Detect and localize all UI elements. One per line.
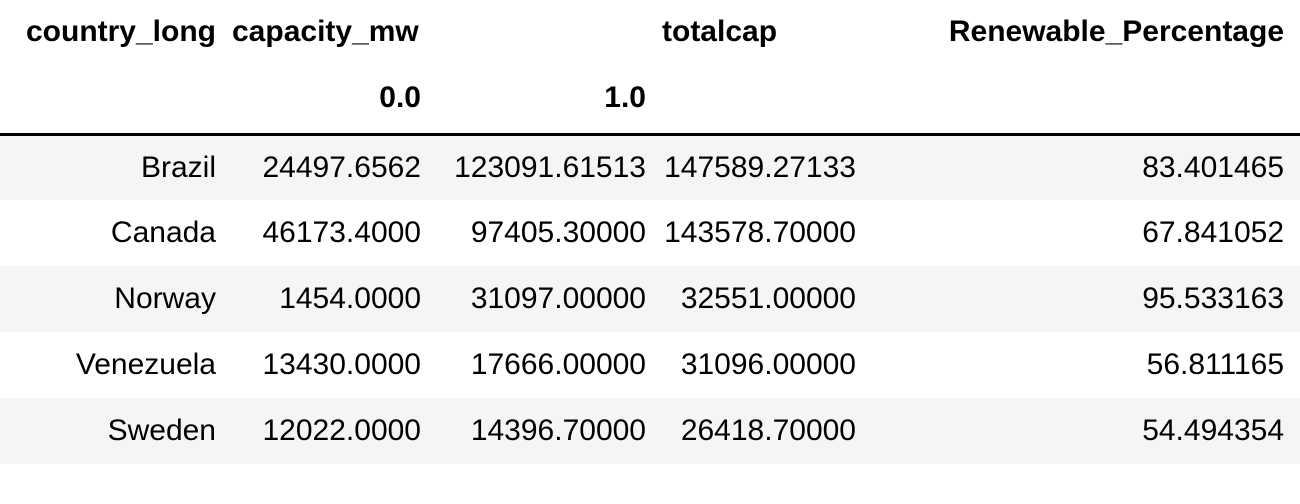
header-row-level0: country_long capacity_mw totalcap Renewa…	[0, 0, 1300, 64]
cell-capacity-1: 14396.70000	[470, 414, 646, 447]
cell-renewable-percentage: 95.533163	[1142, 282, 1284, 315]
dataframe-table: country_long capacity_mw totalcap Renewa…	[0, 0, 1300, 464]
cell-capacity-0: 13430.0000	[262, 348, 422, 381]
cell-capacity-0: 12022.0000	[262, 414, 422, 447]
cell-capacity-1: 17666.00000	[470, 348, 646, 381]
table-body: Brazil 24497.6562 123091.61513 147589.27…	[0, 134, 1300, 464]
cell-totalcap: 26418.70000	[680, 414, 856, 447]
header-sub-blank	[0, 64, 232, 136]
cell-totalcap: 31096.00000	[680, 348, 856, 381]
header-totalcap: totalcap	[662, 15, 778, 48]
table-header: country_long capacity_mw totalcap Renewa…	[0, 0, 1300, 136]
header-row-level1: 0.0 1.0	[0, 64, 1300, 136]
cell-totalcap: 143578.70000	[664, 216, 856, 249]
header-capacity-mw: capacity_mw	[232, 15, 419, 48]
header-renewable-percentage: Renewable_Percentage	[948, 15, 1284, 48]
cell-capacity-0: 46173.4000	[262, 216, 422, 249]
cell-capacity-1: 97405.30000	[470, 216, 646, 249]
header-sub-0: 0.0	[232, 64, 437, 136]
header-country-long: country_long	[25, 15, 216, 48]
cell-capacity-1: 123091.61513	[454, 150, 646, 184]
table-row: Brazil 24497.6562 123091.61513 147589.27…	[0, 134, 1300, 200]
cell-capacity-0: 1454.0000	[279, 282, 421, 315]
header-sub-1: 1.0	[437, 64, 662, 136]
header-blank	[437, 0, 662, 64]
cell-totalcap: 32551.00000	[680, 282, 856, 315]
cell-renewable-percentage: 83.401465	[1142, 150, 1284, 184]
cell-renewable-percentage: 56.811165	[1146, 348, 1284, 381]
table-row: Canada 46173.4000 97405.30000 143578.700…	[0, 200, 1300, 266]
header-sub-blank-totalcap	[662, 64, 872, 136]
cell-capacity-1: 31097.00000	[470, 282, 646, 315]
cell-country: Brazil	[140, 150, 216, 184]
table-row: Norway 1454.0000 31097.00000 32551.00000…	[0, 266, 1300, 332]
cell-country: Canada	[110, 216, 216, 249]
cell-country: Sweden	[107, 414, 216, 447]
cell-country: Venezuela	[75, 348, 216, 381]
table-row: Venezuela 13430.0000 17666.00000 31096.0…	[0, 332, 1300, 398]
cell-totalcap: 147589.27133	[664, 150, 856, 184]
header-sub-blank-renewable	[872, 64, 1300, 136]
cell-capacity-0: 24497.6562	[262, 150, 422, 184]
cell-renewable-percentage: 67.841052	[1142, 216, 1284, 249]
table-row: Sweden 12022.0000 14396.70000 26418.7000…	[0, 398, 1300, 464]
cell-country: Norway	[114, 282, 216, 315]
cell-renewable-percentage: 54.494354	[1142, 414, 1284, 447]
